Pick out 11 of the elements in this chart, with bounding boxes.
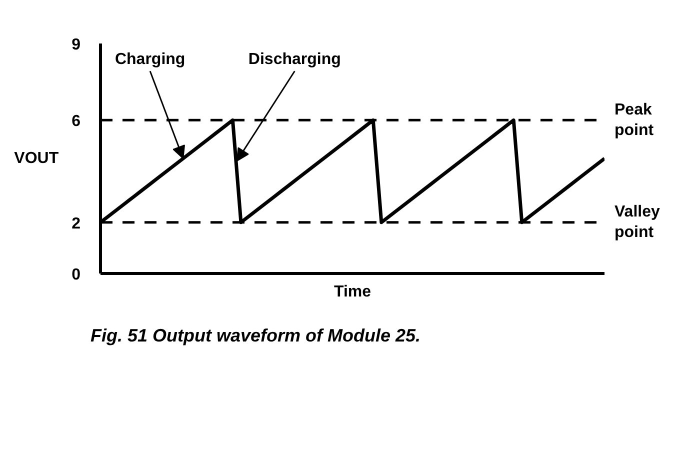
ref-line-label: Valley point bbox=[614, 204, 660, 242]
y-tick-label: 6 bbox=[72, 113, 81, 130]
y-tick-label: 0 bbox=[72, 266, 81, 284]
x-axis-title: Time bbox=[334, 284, 372, 300]
caption: Fig. 51 Output waveform of Module 25. bbox=[90, 326, 421, 346]
y-tick-label: 9 bbox=[72, 36, 81, 54]
ref-line-label: Peak point bbox=[614, 101, 654, 139]
y-tick-label: 2 bbox=[72, 215, 81, 232]
y-axis-title: VOUT bbox=[14, 150, 59, 167]
annotation: Discharging bbox=[248, 51, 341, 68]
annotation: Charging bbox=[114, 51, 186, 68]
